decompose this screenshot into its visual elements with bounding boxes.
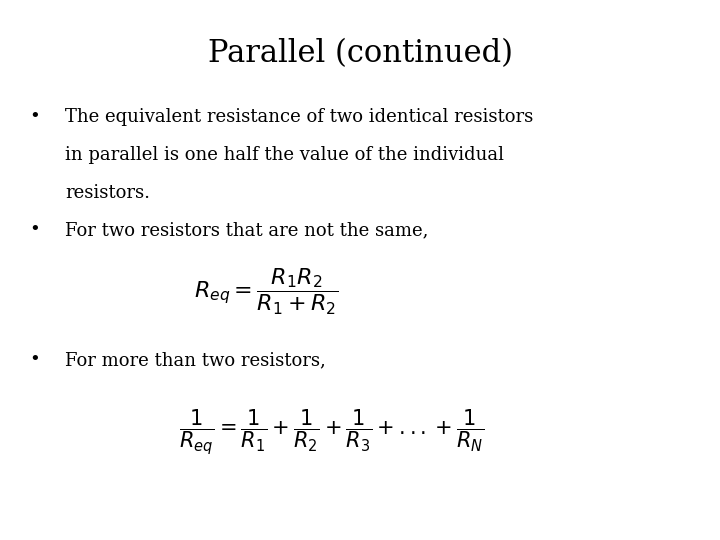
Text: •: • — [29, 221, 40, 239]
Text: Parallel (continued): Parallel (continued) — [207, 38, 513, 69]
Text: •: • — [29, 351, 40, 369]
Text: resistors.: resistors. — [65, 184, 150, 201]
Text: For more than two resistors,: For more than two resistors, — [65, 351, 325, 369]
Text: in parallel is one half the value of the individual: in parallel is one half the value of the… — [65, 146, 504, 164]
Text: •: • — [29, 108, 40, 126]
Text: For two resistors that are not the same,: For two resistors that are not the same, — [65, 221, 428, 239]
Text: $\dfrac{1}{R_{eq}} = \dfrac{1}{R_1} + \dfrac{1}{R_2} + \dfrac{1}{R_3} + ...+ \df: $\dfrac{1}{R_{eq}} = \dfrac{1}{R_1} + \d… — [179, 407, 484, 457]
Text: The equivalent resistance of two identical resistors: The equivalent resistance of two identic… — [65, 108, 533, 126]
Text: $R_{eq} = \dfrac{R_1 R_2}{R_1 + R_2}$: $R_{eq} = \dfrac{R_1 R_2}{R_1 + R_2}$ — [194, 267, 338, 316]
